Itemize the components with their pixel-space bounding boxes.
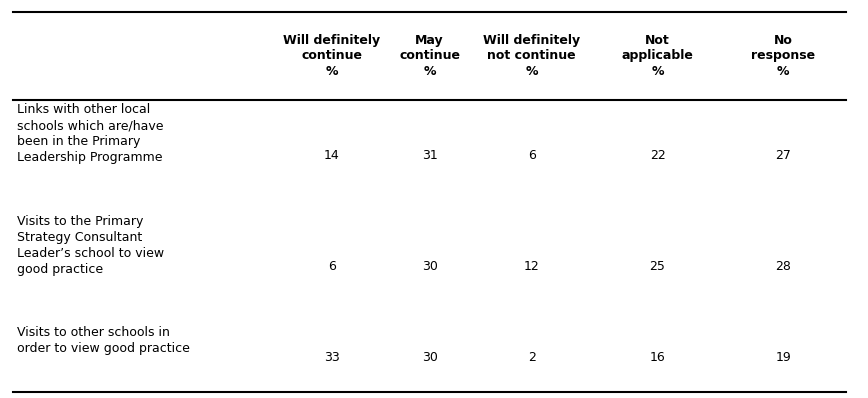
Text: 25: 25 <box>649 260 666 273</box>
Text: Will definitely
continue
%: Will definitely continue % <box>284 34 380 78</box>
Text: No
response
%: No response % <box>752 34 815 78</box>
Text: 16: 16 <box>649 351 666 364</box>
Text: 19: 19 <box>775 351 792 364</box>
Text: Visits to the Primary
Strategy Consultant
Leader’s school to view
good practice: Visits to the Primary Strategy Consultan… <box>17 215 164 276</box>
Text: 28: 28 <box>775 260 792 273</box>
Text: Not
applicable
%: Not applicable % <box>621 34 694 78</box>
Text: 22: 22 <box>649 149 666 162</box>
Text: 31: 31 <box>422 149 437 162</box>
Text: 2: 2 <box>528 351 536 364</box>
Text: May
continue
%: May continue % <box>399 34 460 78</box>
Text: 30: 30 <box>422 351 437 364</box>
Text: Links with other local
schools which are/have
been in the Primary
Leadership Pro: Links with other local schools which are… <box>17 103 164 164</box>
Text: 6: 6 <box>328 260 336 273</box>
Text: 14: 14 <box>324 149 340 162</box>
Text: 12: 12 <box>523 260 540 273</box>
Text: 30: 30 <box>422 260 437 273</box>
Text: Visits to other schools in
order to view good practice: Visits to other schools in order to view… <box>17 326 190 355</box>
Text: 33: 33 <box>324 351 340 364</box>
Text: Will definitely
not continue
%: Will definitely not continue % <box>483 34 580 78</box>
Text: 6: 6 <box>528 149 536 162</box>
Text: 27: 27 <box>775 149 792 162</box>
